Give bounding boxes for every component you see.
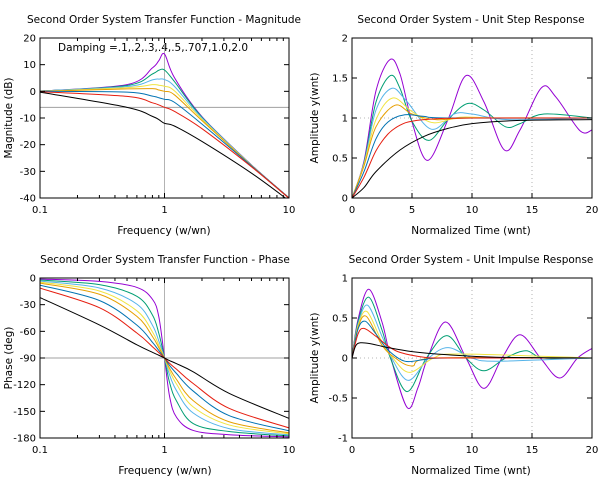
phase-ytick-label: -180 xyxy=(13,434,36,445)
step-xtick-label: 5 xyxy=(409,205,415,216)
phase-xlabel: Frequency (w/wn) xyxy=(118,465,211,477)
step-ytick-label: 0.5 xyxy=(332,154,348,165)
impulse-response-panel: Second Order System - Unit Impulse Respo… xyxy=(309,254,598,477)
phase-ytick-label: -120 xyxy=(13,380,36,391)
magnitude-plot-area: 0.1 1 10 -40 -30 -20 -10 0 10 20 xyxy=(20,34,296,217)
magnitude-series-damping-0.5 xyxy=(40,88,289,198)
step-xtick-label: 10 xyxy=(466,205,479,216)
step-response-panel: Second Order System - Unit Step Response… xyxy=(309,14,598,237)
magnitude-series-damping-1 xyxy=(40,91,289,198)
impulse-xtick-label: 5 xyxy=(409,445,415,456)
impulse-ytick-label: -1 xyxy=(338,434,348,445)
phase-xtick-label: 1 xyxy=(161,445,167,456)
magnitude-ytick-label: -10 xyxy=(20,114,36,125)
magnitude-series-group xyxy=(40,52,289,198)
phase-ytick-label: -90 xyxy=(20,354,36,365)
magnitude-ytick-label: 0 xyxy=(30,87,36,98)
impulse-ytick-label: -0.5 xyxy=(328,394,348,405)
impulse-series-damping-0.1 xyxy=(352,288,592,410)
impulse-series-damping-0.707 xyxy=(352,320,592,363)
magnitude-xtick-label: 1 xyxy=(161,205,167,216)
step-xtick-label: 15 xyxy=(526,205,539,216)
step-series-damping-0.707 xyxy=(352,114,592,198)
impulse-series-damping-0.4 xyxy=(352,310,592,373)
step-xlabel: Normalized Time (wnt) xyxy=(411,225,530,237)
phase-ytick-label: 0 xyxy=(30,274,36,285)
step-ytick-label: 2 xyxy=(342,34,348,45)
phase-ytick-label: -150 xyxy=(13,407,36,418)
step-series-damping-0.3 xyxy=(352,87,592,198)
magnitude-ylabel: Magnitude (dB) xyxy=(3,77,15,158)
impulse-series-group xyxy=(352,288,592,410)
step-ytick-label: 1 xyxy=(342,114,348,125)
step-xtick-label: 0 xyxy=(349,205,355,216)
impulse-ytick-label: 1 xyxy=(342,274,348,285)
phase-ylabel: Phase (deg) xyxy=(3,327,15,390)
impulse-xlabel: Normalized Time (wnt) xyxy=(411,465,530,477)
step-series-damping-1 xyxy=(352,117,592,198)
step-series-damping-2 xyxy=(352,119,592,198)
impulse-xtick-label: 15 xyxy=(526,445,539,456)
magnitude-xtick-label: 10 xyxy=(283,205,296,216)
phase-ytick-label: -60 xyxy=(20,327,36,338)
magnitude-panel: Second Order System Transfer Function - … xyxy=(3,14,301,237)
phase-title: Second Order System Transfer Function - … xyxy=(40,254,290,266)
step-title: Second Order System - Unit Step Response xyxy=(357,14,584,26)
phase-series-damping-2 xyxy=(40,297,289,419)
magnitude-ytick-label: -40 xyxy=(20,194,36,205)
step-xtick-label: 20 xyxy=(586,205,599,216)
step-series-damping-0.1 xyxy=(352,58,592,198)
phase-xtick-label: 10 xyxy=(283,445,296,456)
impulse-xtick-label: 0 xyxy=(349,445,355,456)
phase-panel: Second Order System Transfer Function - … xyxy=(3,254,295,477)
phase-series-group xyxy=(40,278,289,438)
impulse-series-damping-2 xyxy=(352,342,592,359)
step-plot-area: 0 5 10 15 20 0 0.5 1 1.5 2 xyxy=(332,34,598,217)
impulse-series-damping-0.3 xyxy=(352,304,592,381)
impulse-ylabel: Amplitude y(wnt) xyxy=(309,313,321,404)
impulse-xtick-label: 20 xyxy=(586,445,599,456)
impulse-ytick-label: 0.5 xyxy=(332,314,348,325)
damping-annotation: Damping =.1,.2,.3,.4,.5,.707,1.0,2.0 xyxy=(58,42,248,54)
magnitude-ytick-label: 20 xyxy=(23,34,36,45)
magnitude-title: Second Order System Transfer Function - … xyxy=(27,14,301,26)
impulse-ytick-label: 0 xyxy=(342,354,348,365)
magnitude-series-damping-2 xyxy=(40,91,287,198)
impulse-series-damping-0.2 xyxy=(352,296,592,393)
impulse-plot-area: 0 5 10 15 20 -1 -0.5 0 0.5 1 xyxy=(328,274,598,457)
phase-xtick-label: 0.1 xyxy=(32,445,48,456)
magnitude-series-damping-0.707 xyxy=(40,90,289,198)
magnitude-ytick-label: 10 xyxy=(23,60,36,71)
phase-plot-area: 0.1 1 10 -180 -150 -120 -90 -60 -30 0 xyxy=(13,274,295,457)
magnitude-ytick-label: -20 xyxy=(20,140,36,151)
impulse-series-damping-1 xyxy=(352,327,592,359)
step-series-group xyxy=(352,58,592,198)
impulse-title: Second Order System - Unit Impulse Respo… xyxy=(349,254,594,266)
step-ytick-label: 0 xyxy=(342,194,348,205)
magnitude-ytick-label: -30 xyxy=(20,167,36,178)
phase-ytick-label: -30 xyxy=(20,300,36,311)
step-series-damping-0.2 xyxy=(352,74,592,198)
impulse-xtick-label: 10 xyxy=(466,445,479,456)
step-ylabel: Amplitude y(wnt) xyxy=(309,73,321,164)
step-ytick-label: 1.5 xyxy=(332,74,348,85)
magnitude-xlabel: Frequency (w/wn) xyxy=(117,225,210,237)
magnitude-xtick-label: 0.1 xyxy=(32,205,48,216)
